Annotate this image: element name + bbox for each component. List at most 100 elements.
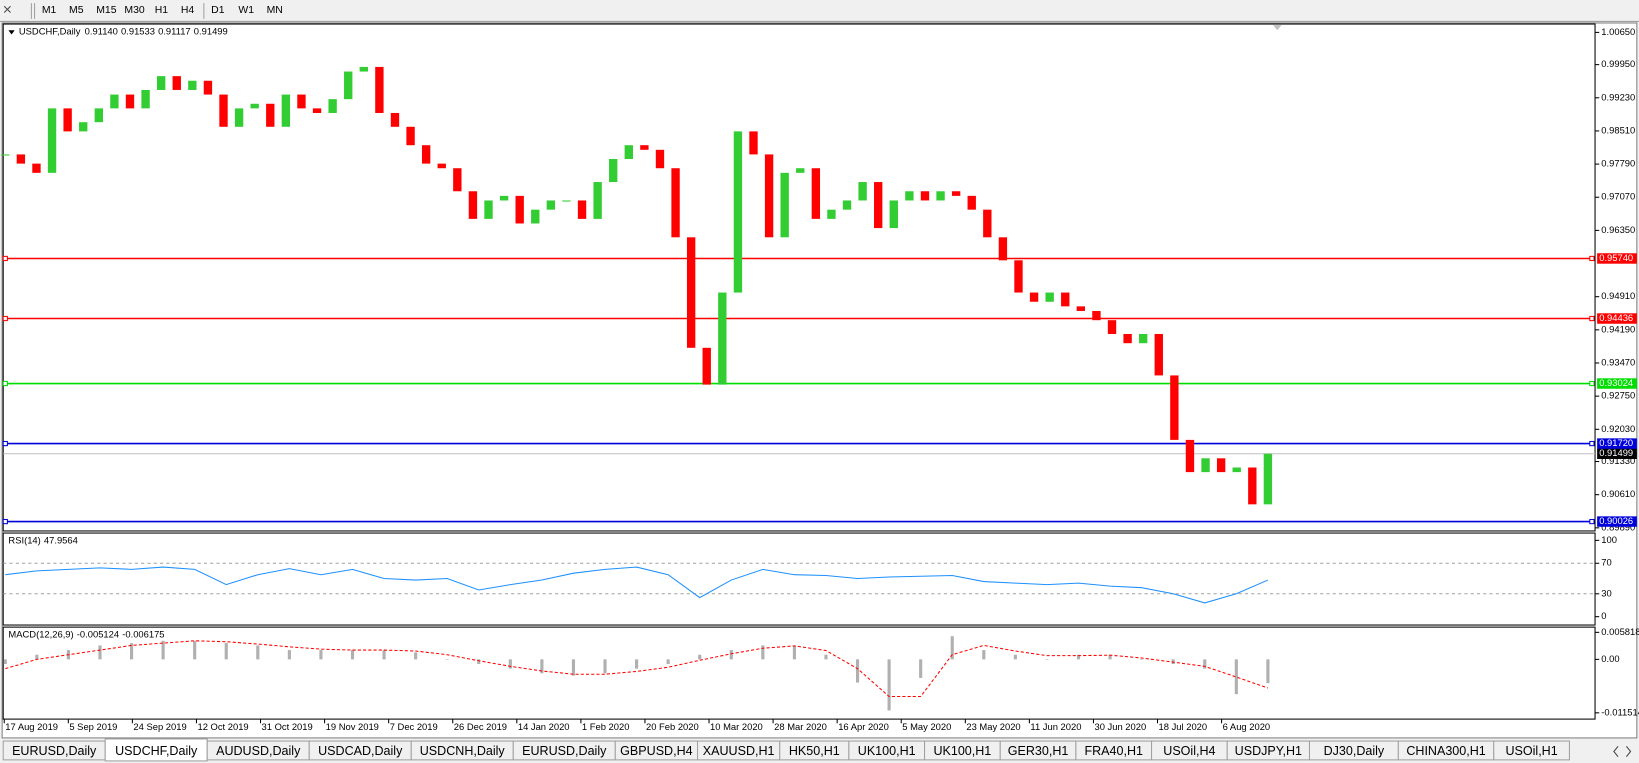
tab[interactable]: FRA40,H1 [1075, 740, 1153, 761]
price-bar [312, 108, 322, 113]
price-bar [764, 154, 774, 238]
price-bar [531, 209, 540, 224]
dropdown-arrow[interactable] [8, 30, 15, 35]
price-bar [219, 94, 228, 127]
tab[interactable]: USDCAD,Daily [308, 740, 412, 761]
date-label: 16 Apr 2020 [838, 721, 889, 732]
price-bar [375, 66, 384, 113]
tab[interactable]: USDCNH,Daily [410, 740, 514, 761]
tab-label: GER30,H1 [1008, 744, 1069, 758]
price-bar [936, 191, 945, 201]
level-box [1597, 253, 1637, 264]
macd-signal-line [5, 640, 1269, 698]
timeframe-label: M15 [96, 5, 116, 16]
tab-label: HK50,H1 [789, 744, 840, 758]
date-label: 1 Feb 2020 [582, 721, 630, 732]
tab-label: GBPUSD,H4 [620, 744, 692, 758]
price-bar [920, 191, 930, 201]
level-handle[interactable] [1589, 380, 1595, 387]
tab[interactable]: USOil,H1 [1493, 740, 1570, 761]
price-bar [702, 347, 711, 385]
price-bar [874, 182, 883, 229]
tab[interactable]: GER30,H1 [999, 740, 1077, 761]
timeframe-button[interactable]: MN [267, 5, 283, 16]
timeframe-button[interactable]: W1 [238, 5, 254, 16]
price-tick-label: 0.89890 [1601, 521, 1635, 532]
tab[interactable]: EURUSD,Daily [512, 740, 616, 761]
price-bar [905, 191, 914, 201]
macd-bar [445, 659, 449, 660]
level-handle[interactable] [2, 380, 8, 387]
level-label: 0.94436 [1599, 312, 1633, 323]
timeframe-button[interactable]: M5 [69, 5, 84, 16]
macd-bar [224, 643, 228, 660]
tab[interactable]: USDJPY,H1 [1226, 740, 1311, 761]
tab[interactable]: AUDUSD,Daily [206, 740, 310, 761]
timeframe-label: M30 [124, 5, 144, 16]
macd-bar [855, 659, 860, 683]
macd-tick-label: -0.011514 [1601, 706, 1639, 717]
date-label: 30 Jun 2020 [1094, 721, 1146, 732]
tab[interactable]: HK50,H1 [779, 740, 850, 761]
rsi-tick-label: 70 [1601, 557, 1611, 568]
tab[interactable]: UK100,H1 [924, 740, 1001, 761]
price-bar [437, 163, 446, 169]
tab[interactable]: DJ30,Daily [1308, 740, 1399, 761]
price-bar [1061, 292, 1070, 307]
level-label: 0.95740 [1599, 252, 1633, 263]
tab[interactable]: USOil,H4 [1151, 740, 1228, 761]
level-box [1597, 438, 1637, 449]
timeframe-button[interactable]: H1 [155, 5, 169, 16]
timeframe-button[interactable]: M1 [42, 5, 57, 16]
level-label: 0.90026 [1599, 515, 1633, 526]
macd-bar [1045, 659, 1049, 660]
tab-label: UK100,H1 [858, 744, 916, 758]
cursor-tool[interactable] [3, 5, 11, 13]
level-handle[interactable] [2, 315, 8, 322]
macd-bar [287, 650, 291, 660]
current-price-label: 0.91499 [1599, 447, 1633, 458]
tab-scroll[interactable] [1613, 745, 1632, 758]
tab-label: UK100,H1 [933, 744, 991, 758]
timeframe-button[interactable]: M15 [96, 5, 116, 16]
tab[interactable]: UK100,H1 [848, 740, 926, 761]
price-bar [453, 168, 462, 192]
timeframe-button[interactable]: M30 [124, 5, 144, 16]
shift-marker [1273, 25, 1282, 31]
tab[interactable]: XAUUSD,H1 [697, 740, 781, 761]
tab[interactable]: EURUSD,Daily [2, 740, 106, 761]
price-bar [47, 108, 57, 173]
timeframe-label: M5 [69, 5, 84, 16]
price-tick-label: 0.94910 [1601, 290, 1635, 301]
tab[interactable]: GBPUSD,H4 [614, 740, 699, 761]
level-handle[interactable] [1589, 315, 1595, 322]
price-bar [1, 154, 10, 156]
date-label: 17 Aug 2019 [5, 721, 58, 732]
price-bar [749, 131, 758, 155]
tab-label: DJ30,Daily [1324, 744, 1385, 758]
level-handle[interactable] [1589, 518, 1595, 525]
level-handle[interactable] [2, 255, 8, 262]
timeframe-button[interactable]: D1 [211, 5, 225, 16]
price-bar [359, 66, 368, 72]
macd-bar [635, 659, 639, 669]
tab[interactable]: USDCHF,Daily [104, 738, 208, 762]
macd-signal-current: -0.006175 [122, 629, 164, 640]
tab-label: EURUSD,Daily [522, 744, 607, 758]
tab[interactable]: CHINA300,H1 [1397, 740, 1495, 761]
price-bar [172, 76, 181, 90]
price-bar [718, 292, 727, 385]
level-handle[interactable] [2, 440, 8, 447]
timeframe-button[interactable]: H4 [181, 5, 195, 16]
date-label: 10 Mar 2020 [710, 721, 763, 732]
level-handle[interactable] [1589, 440, 1595, 447]
level-handle[interactable] [2, 518, 8, 525]
date-label: 31 Oct 2019 [262, 721, 313, 732]
price-bar [624, 145, 633, 160]
level-handle[interactable] [1589, 255, 1595, 262]
macd-bar [729, 650, 733, 660]
price-bar [63, 108, 72, 132]
macd-bar [193, 640, 197, 660]
